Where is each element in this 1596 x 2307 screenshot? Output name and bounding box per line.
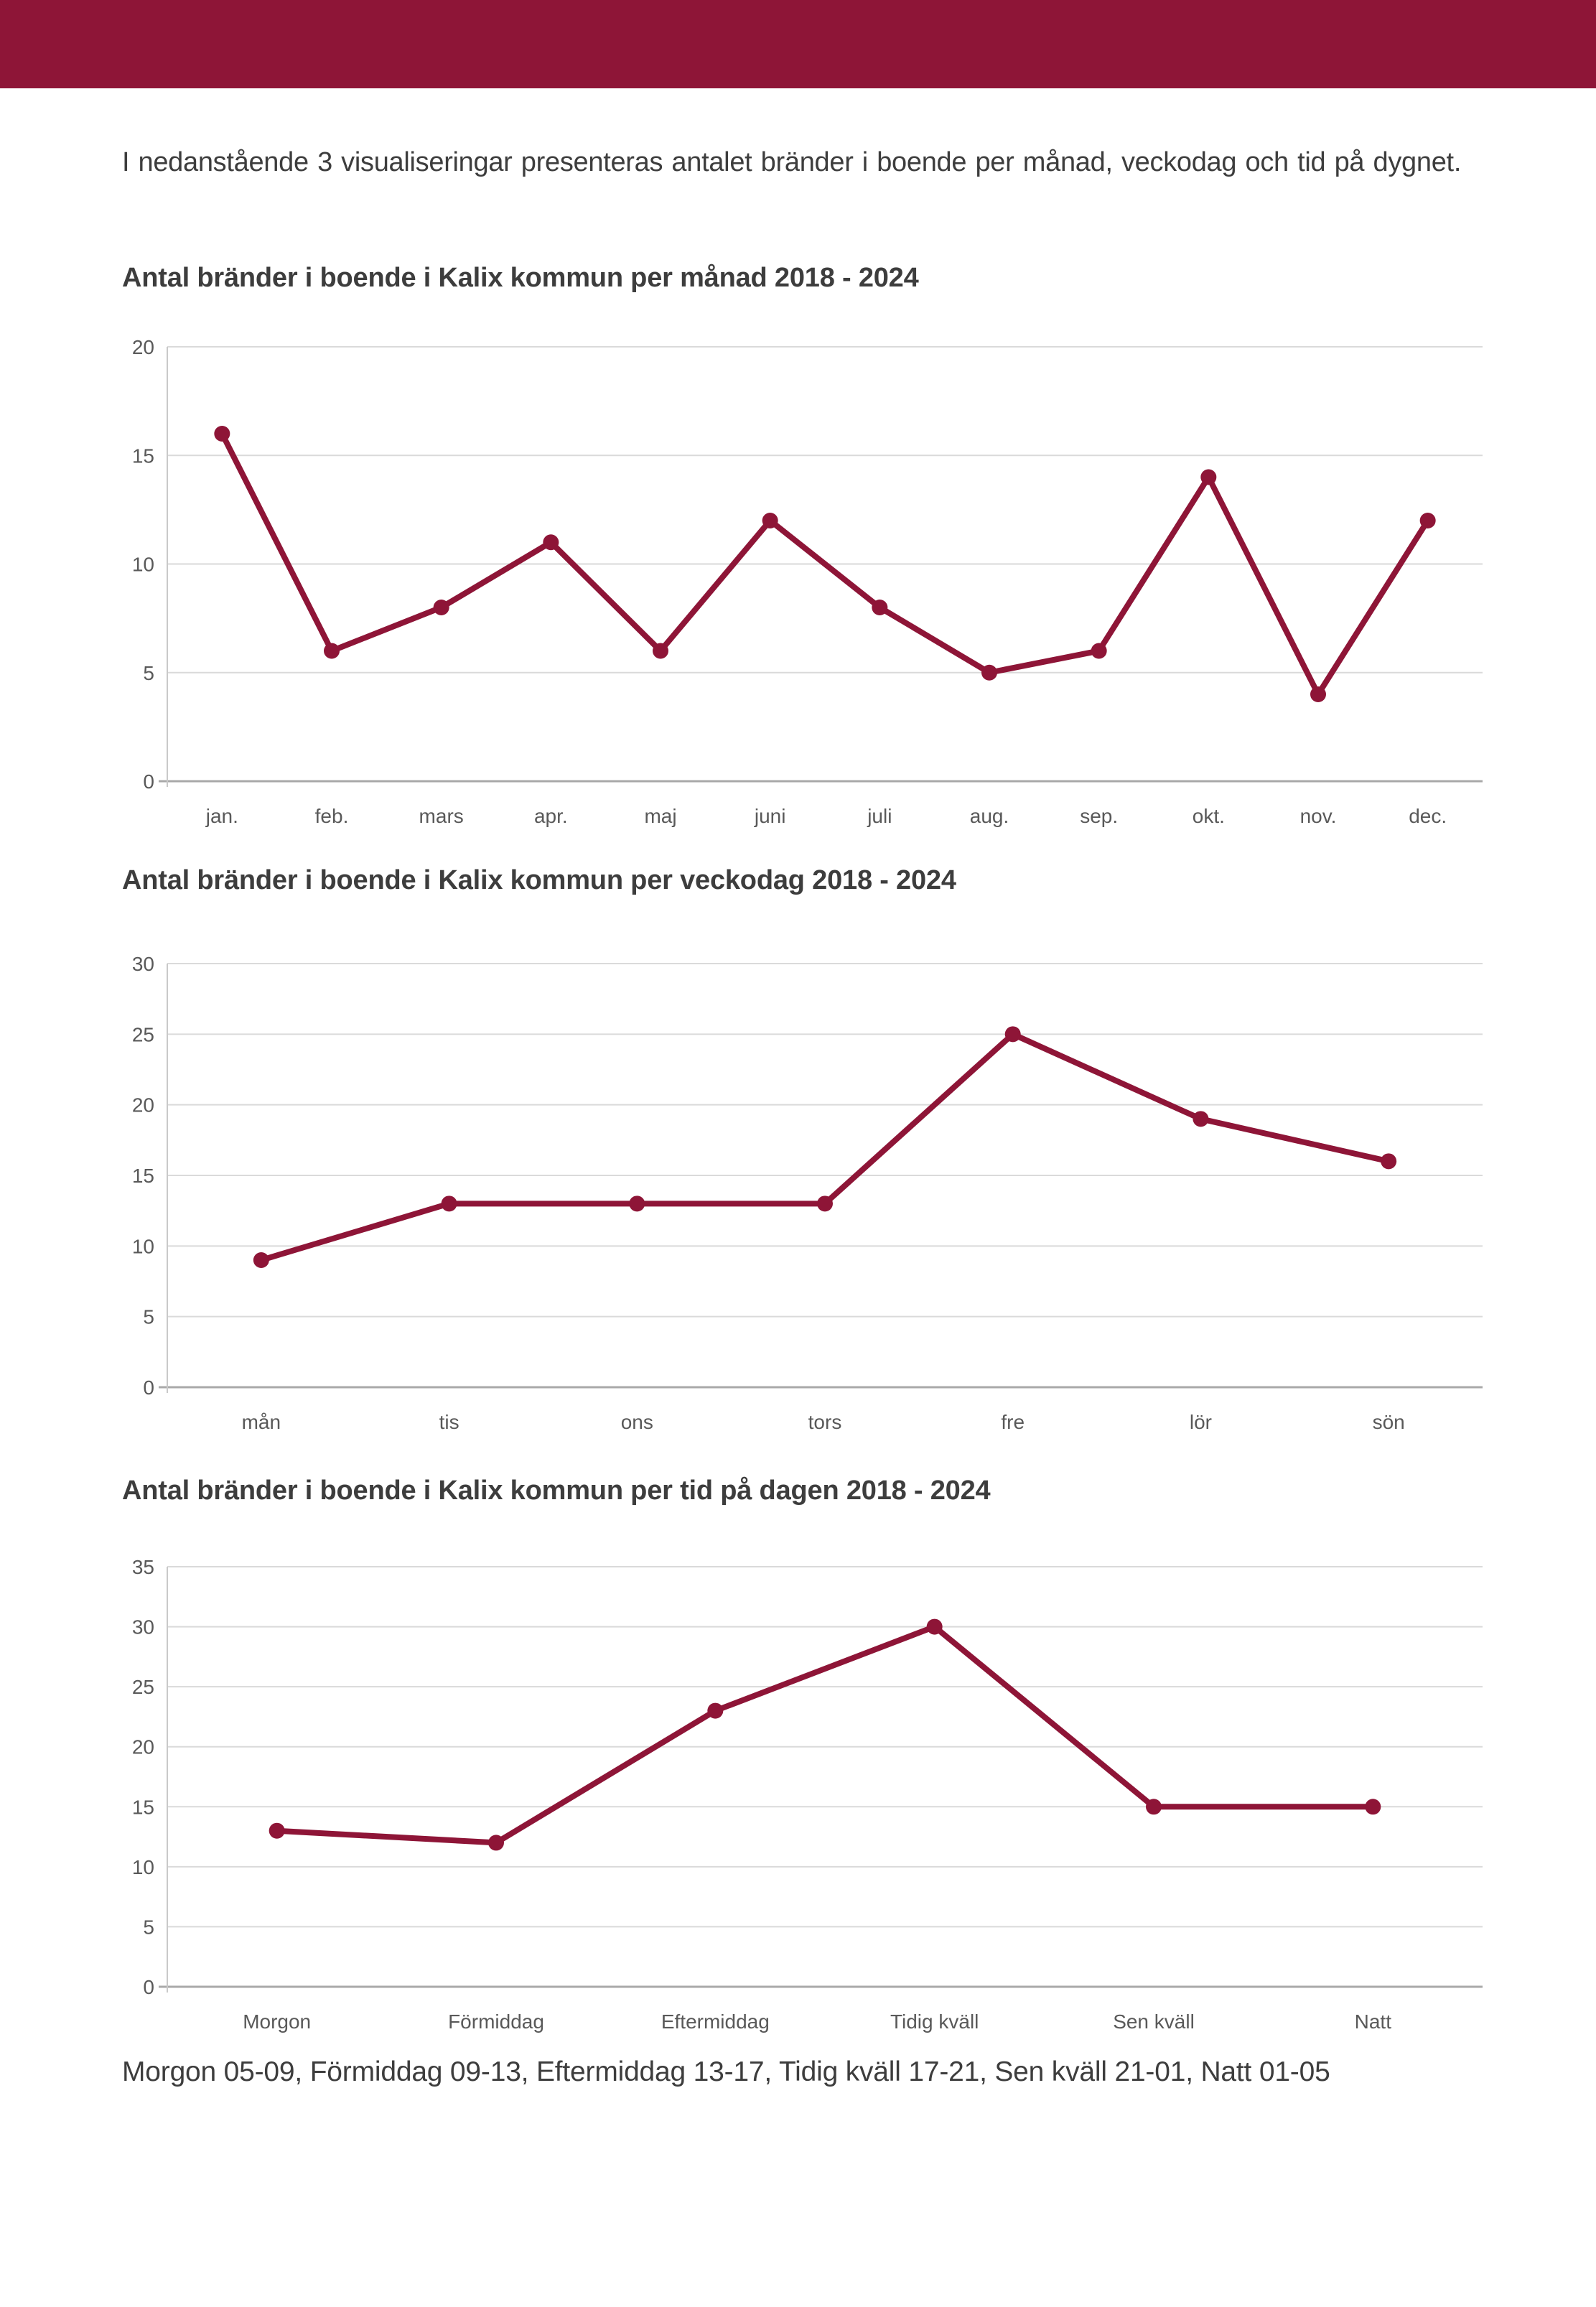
y-tick-label: 5 bbox=[143, 662, 154, 684]
y-tick-label: 0 bbox=[143, 770, 154, 793]
y-tick-label: 25 bbox=[132, 1023, 154, 1045]
x-tick-label: maj bbox=[644, 805, 676, 827]
x-tick-label: dec. bbox=[1409, 805, 1447, 827]
y-tick-label: 15 bbox=[132, 1165, 154, 1187]
x-tick-label: Tidig kväll bbox=[890, 2010, 979, 2033]
x-tick-label: juni bbox=[754, 805, 786, 827]
data-point bbox=[872, 600, 888, 615]
page-content: I nedanstående 3 visualiseringar present… bbox=[122, 147, 1485, 2088]
x-tick-label: Förmiddag bbox=[448, 2010, 544, 2033]
data-point bbox=[441, 1196, 457, 1212]
x-tick-label: juli bbox=[867, 805, 892, 827]
weekday-fires-chart: 0 5 10 15 20 25 30 mån tis ons tors fre lör sön bbox=[132, 953, 1483, 1433]
data-point bbox=[1193, 1111, 1209, 1127]
data-point bbox=[433, 600, 449, 615]
y-tick-label: 15 bbox=[132, 444, 154, 467]
y-tick-label: 20 bbox=[132, 336, 154, 358]
data-point bbox=[324, 643, 340, 659]
x-tick-label: mån bbox=[242, 1411, 281, 1433]
y-tick-label: 5 bbox=[143, 1916, 154, 1938]
series-line bbox=[258, 1031, 1392, 1263]
data-point bbox=[253, 1252, 269, 1268]
data-point bbox=[653, 643, 668, 659]
weekday-chart-title: Antal bränder i boende i Kalix kommun pe… bbox=[122, 865, 956, 895]
x-tick-label: jan. bbox=[205, 805, 238, 827]
monthly-fires-chart: 0 5 10 15 20 jan. feb. mars apr. maj juni juli aug. s… bbox=[132, 336, 1483, 827]
chart-section-weekday: Antal bränder i boende i Kalix kommun pe… bbox=[122, 865, 1485, 1441]
monthly-chart-title: Antal bränder i boende i Kalix kommun pe… bbox=[122, 263, 919, 293]
data-point bbox=[1419, 513, 1436, 528]
data-point bbox=[1146, 1799, 1162, 1815]
y-tick-label: 15 bbox=[132, 1796, 154, 1818]
data-point bbox=[269, 1822, 285, 1839]
x-tick-label: aug. bbox=[970, 805, 1009, 827]
y-tick-label: 0 bbox=[143, 1376, 154, 1399]
y-tick-label: 30 bbox=[132, 953, 154, 975]
chart-section-monthly: Antal bränder i boende i Kalix kommun pe… bbox=[122, 263, 1485, 835]
y-tick-label: 10 bbox=[132, 1235, 154, 1257]
y-tick-label: 10 bbox=[132, 554, 154, 576]
header-bar bbox=[0, 0, 1596, 88]
series-line bbox=[274, 1623, 1376, 1846]
intro-text: I nedanstående 3 visualiseringar present… bbox=[122, 147, 1462, 177]
y-tick-label: 20 bbox=[132, 1094, 154, 1117]
data-point bbox=[1091, 643, 1107, 659]
data-point bbox=[1004, 1026, 1021, 1043]
y-tick-label: 25 bbox=[132, 1676, 154, 1698]
data-point bbox=[1365, 1799, 1381, 1815]
x-tick-label: tis bbox=[439, 1411, 459, 1433]
data-point bbox=[214, 426, 230, 442]
x-tick-label: Natt bbox=[1355, 2010, 1392, 2033]
x-tick-label: sep. bbox=[1080, 805, 1118, 827]
data-point bbox=[629, 1196, 645, 1212]
data-point bbox=[488, 1835, 504, 1851]
data-point bbox=[1310, 686, 1326, 702]
data-point bbox=[817, 1196, 833, 1212]
data-point bbox=[707, 1702, 724, 1719]
y-tick-label: 10 bbox=[132, 1856, 154, 1878]
x-tick-label: sön bbox=[1373, 1411, 1405, 1433]
data-point bbox=[762, 513, 778, 528]
data-point bbox=[543, 534, 559, 551]
x-tick-label: fre bbox=[1001, 1411, 1025, 1433]
x-tick-label: Eftermiddag bbox=[661, 2010, 770, 2033]
x-tick-label: feb. bbox=[315, 805, 349, 827]
time-period-footnote: Morgon 05-09, Förmiddag 09-13, Eftermidd… bbox=[122, 2056, 1330, 2087]
y-tick-label: 30 bbox=[132, 1616, 154, 1639]
series-line bbox=[219, 431, 1431, 697]
y-tick-label: 5 bbox=[143, 1306, 154, 1328]
x-tick-label: Sen kväll bbox=[1113, 2010, 1195, 2033]
chart-section-time-of-day: Antal bränder i boende i Kalix kommun pe… bbox=[122, 1476, 1485, 2041]
time-of-day-chart-title: Antal bränder i boende i Kalix kommun pe… bbox=[122, 1476, 991, 1506]
x-tick-label: okt. bbox=[1193, 805, 1225, 827]
x-tick-label: ons bbox=[621, 1411, 653, 1433]
y-tick-label: 0 bbox=[143, 1976, 154, 1998]
data-point bbox=[1381, 1153, 1397, 1170]
data-point bbox=[926, 1618, 943, 1635]
y-tick-label: 35 bbox=[132, 1556, 154, 1578]
x-tick-label: apr. bbox=[534, 805, 568, 827]
x-tick-label: Morgon bbox=[243, 2010, 311, 2033]
x-tick-label: tors bbox=[808, 1411, 842, 1433]
x-tick-label: nov. bbox=[1300, 805, 1337, 827]
data-point bbox=[1200, 469, 1217, 485]
data-point bbox=[981, 664, 997, 681]
x-tick-label: lör bbox=[1190, 1411, 1212, 1433]
x-tick-label: mars bbox=[419, 805, 464, 827]
y-tick-label: 20 bbox=[132, 1736, 154, 1758]
time-of-day-fires-chart: 0 5 10 15 20 25 30 35 Morgon Förmiddag Eftermiddag… bbox=[132, 1556, 1483, 2033]
